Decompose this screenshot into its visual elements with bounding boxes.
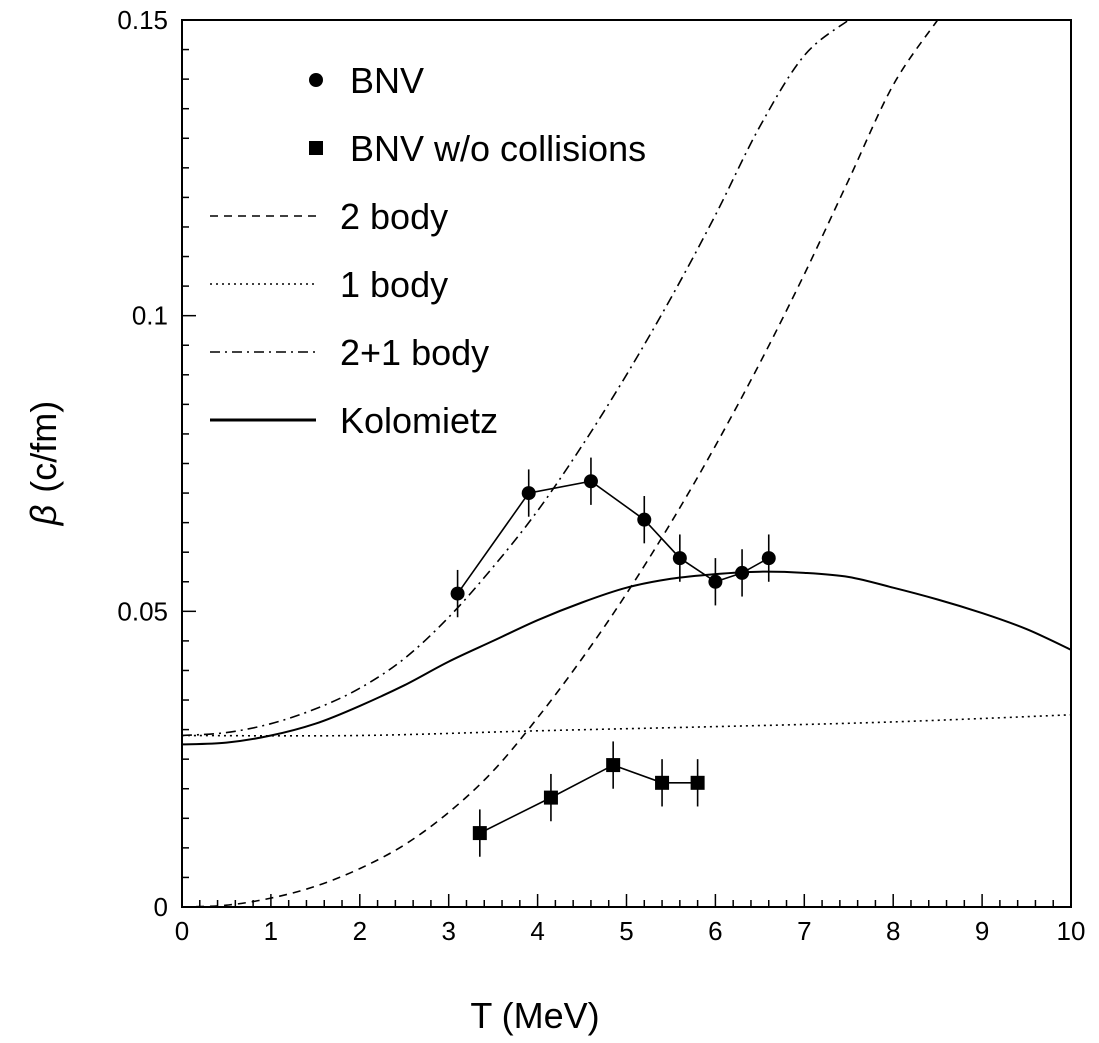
x-tick-label: 8 [886,916,900,946]
legend-label-2-body: 2 body [340,196,448,237]
x-tick-label: 5 [619,916,633,946]
legend-label-bnv-w-o-collisions: BNV w/o collisions [350,128,646,169]
connector-bnv-w-o-collisions [479,764,698,834]
legend-marker-bnv [309,73,323,87]
y-axis-symbol: β [23,505,64,527]
point-bnv [761,551,776,566]
x-tick-label: 10 [1057,916,1086,946]
y-tick-label: 0.05 [117,596,168,626]
point-bnv-w-o-collisions [690,775,705,790]
x-tick-label: 2 [353,916,367,946]
point-bnv [637,512,652,527]
y-tick-label: 0.15 [117,5,168,35]
y-axis-title: β (c/fm) [23,401,64,527]
x-tick-label: 1 [264,916,278,946]
legend-label-bnv: BNV [350,60,424,101]
legend-label-kolomietz: Kolomietz [340,400,498,441]
curve-kolomietz [182,570,1071,746]
point-bnv-w-o-collisions [655,775,670,790]
x-tick-label: 0 [175,916,189,946]
x-tick-label: 7 [797,916,811,946]
svg-text:β(c/fm): β (c/fm) [23,401,64,527]
point-bnv [672,551,687,566]
point-bnv [450,586,465,601]
x-tick-label: 4 [530,916,544,946]
curve-2-1-body [182,20,850,737]
point-bnv [708,574,723,589]
y-axis-unit: (c/fm) [23,401,64,493]
marker-layer [450,457,776,857]
axis-tick-labels: 0 1 2 3 4 5 6 7 8 9 10 0 0.05 0.1 0.15 [117,5,1085,946]
x-axis-title: T (MeV) [470,995,599,1036]
legend-marker-bnv-w-o-collisions [309,141,323,155]
point-bnv [735,565,750,580]
connector-bnv [456,480,770,595]
point-bnv-w-o-collisions [606,758,621,773]
x-tick-label: 6 [708,916,722,946]
curve-1-body [182,714,1071,737]
curve-2-body [182,20,939,907]
point-bnv-w-o-collisions [472,826,487,841]
curve-layer [182,20,1071,907]
x-tick-label: 9 [975,916,989,946]
point-bnv-w-o-collisions [543,790,558,805]
y-tick-label: 0.1 [132,301,168,331]
point-bnv [521,486,536,501]
legend-label-1-body: 1 body [340,264,448,305]
point-bnv [583,474,598,489]
x-tick-label: 3 [441,916,455,946]
legend: BNV BNV w/o collisions 2 body 1 body 2+1 bod… [210,60,646,441]
y-tick-label: 0 [154,892,168,922]
legend-label-2-1-body: 2+1 body [340,332,489,373]
axis-ticks [181,19,1072,908]
